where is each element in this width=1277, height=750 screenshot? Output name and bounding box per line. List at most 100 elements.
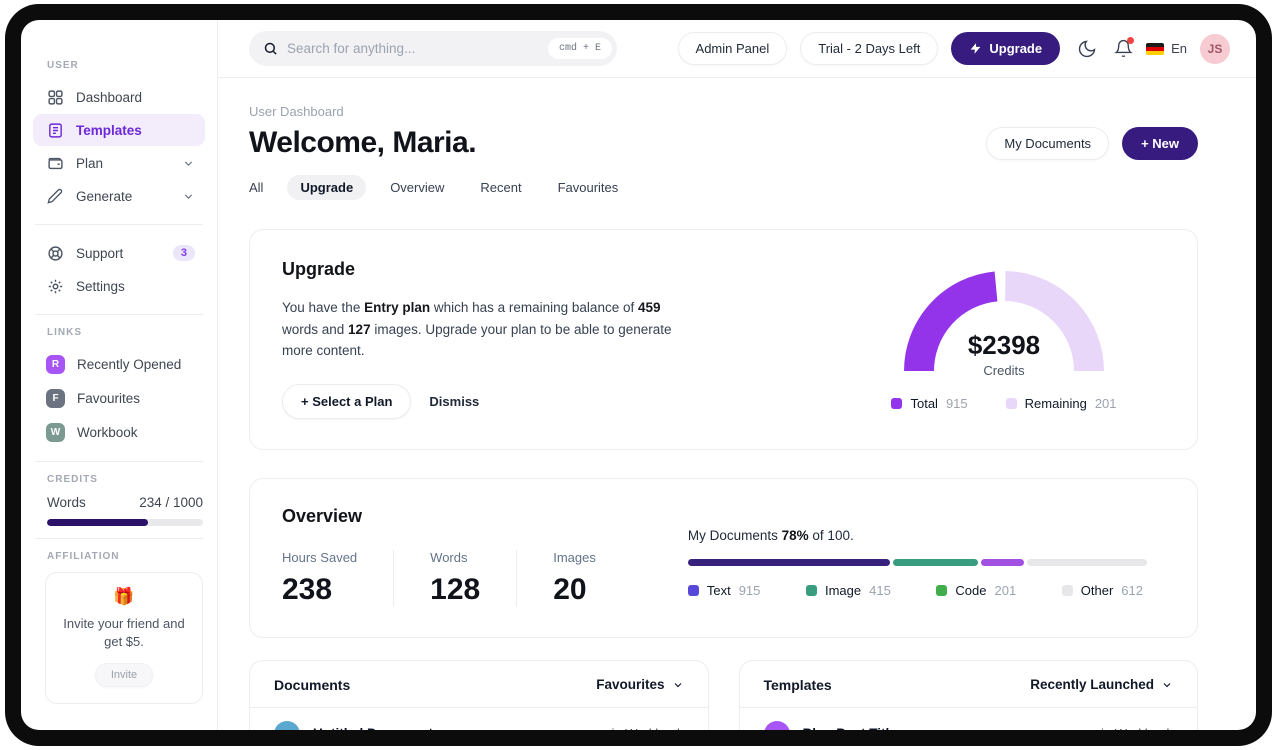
chevron-down-icon — [1161, 679, 1173, 691]
gift-icon: 🎁 — [113, 587, 135, 606]
documents-filter-dropdown[interactable]: Favourites — [596, 677, 683, 692]
sidebar-item-label: Generate — [76, 188, 133, 204]
documents-card-title: Documents — [274, 676, 351, 693]
bar-segment-text — [687, 558, 890, 566]
affiliation-text: Invite your friend and get $5. — [63, 616, 185, 650]
legend-item-total: Total 915 — [891, 396, 968, 411]
main-content: User Dashboard Welcome, Maria. My Docume… — [218, 78, 1256, 730]
bell-icon — [1114, 39, 1133, 58]
gauge-label: Credits — [983, 363, 1025, 378]
dark-mode-toggle[interactable] — [1077, 39, 1097, 59]
lightning-icon — [969, 42, 982, 55]
search-icon — [263, 41, 278, 56]
sidebar-item-label: Workbook — [77, 425, 138, 440]
sidebar-item-label: Favourites — [77, 391, 141, 406]
admin-panel-button[interactable]: Admin Panel — [677, 32, 788, 65]
sidebar-item-support[interactable]: Support 3 — [33, 237, 205, 269]
gauge-legend: Total 915 Remaining 201 — [879, 396, 1129, 411]
link-badge: F — [46, 389, 65, 408]
page-title: Welcome, Maria. — [249, 126, 477, 159]
select-plan-button[interactable]: + Select a Plan — [282, 383, 412, 419]
progress-sentence: My Documents 78% of 100. — [687, 527, 854, 543]
search-input[interactable] — [287, 41, 539, 56]
sidebar: USER Dashboard Templates Plan — [21, 20, 218, 730]
tab-recent[interactable]: Recent — [480, 180, 522, 195]
search-bar[interactable]: cmd + E — [249, 31, 617, 66]
link-badge: R — [46, 355, 65, 374]
lifebuoy-icon — [46, 244, 64, 262]
notification-dot — [1127, 37, 1135, 44]
legend-swatch — [936, 584, 948, 596]
invite-button[interactable]: Invite — [94, 663, 154, 688]
germany-flag-icon — [1146, 42, 1165, 55]
sidebar-item-generate[interactable]: Generate — [33, 180, 205, 212]
new-button[interactable]: + New — [1122, 126, 1198, 160]
search-shortcut-hint: cmd + E — [547, 38, 612, 59]
chevron-down-icon — [182, 157, 195, 170]
gauge-value: $2398 — [967, 330, 1041, 360]
overview-card-title: Overview — [282, 505, 363, 526]
sidebar-item-label: Templates — [76, 122, 142, 138]
sidebar-link-workbook[interactable]: W Workbook — [33, 416, 205, 449]
app-window: USER Dashboard Templates Plan — [21, 20, 1256, 730]
credits-gauge-svg — [904, 271, 1104, 372]
divider — [250, 706, 708, 708]
sidebar-item-settings[interactable]: Settings — [33, 270, 205, 302]
template-row[interactable]: Blog Post Title in Workbook — [740, 708, 1198, 730]
language-selector[interactable]: En — [1146, 41, 1187, 56]
sidebar-item-plan[interactable]: Plan — [33, 147, 205, 179]
credits-progress-track — [47, 519, 203, 526]
avatar[interactable]: JS — [1200, 33, 1230, 64]
chevron-down-icon — [672, 679, 684, 691]
sidebar-link-recently-opened[interactable]: R Recently Opened — [33, 348, 205, 381]
tab-upgrade[interactable]: Upgrade — [287, 175, 367, 200]
upgrade-button[interactable]: Upgrade — [951, 32, 1061, 65]
legend-item-other: Other 612 — [1061, 583, 1143, 598]
tab-overview[interactable]: Overview — [390, 180, 445, 195]
moon-icon — [1077, 39, 1097, 59]
language-label: En — [1171, 41, 1187, 56]
notifications-button[interactable] — [1114, 37, 1135, 58]
sidebar-item-label: Settings — [76, 278, 125, 294]
dismiss-button[interactable]: Dismiss — [429, 393, 480, 409]
sidebar-divider — [35, 461, 203, 462]
legend-item-remaining: Remaining 201 — [1005, 396, 1117, 411]
legend-swatch — [687, 584, 699, 596]
sidebar-item-label: Support — [76, 245, 124, 261]
documents-progress: My Documents 78% of 100. Text 915 — [687, 506, 1147, 607]
divider — [739, 706, 1197, 708]
legend-swatch — [891, 398, 903, 409]
bar-segment-image — [892, 558, 978, 566]
sidebar-item-label: Dashboard — [76, 89, 143, 105]
grid-icon — [46, 88, 64, 106]
trial-status-button[interactable]: Trial - 2 Days Left — [800, 32, 939, 65]
legend-item-code: Code 201 — [936, 583, 1016, 598]
bar-legend: Text 915 Image 415 Code 201 — [687, 583, 1147, 598]
sidebar-link-favourites[interactable]: F Favourites — [33, 382, 205, 415]
templates-filter-dropdown[interactable]: Recently Launched — [1030, 677, 1173, 692]
legend-item-image: Image 415 — [805, 583, 891, 598]
upgrade-card: Upgrade You have the Entry plan which ha… — [249, 229, 1198, 450]
credits-label: Words — [47, 495, 86, 510]
tab-all[interactable]: All — [249, 180, 264, 195]
support-count-badge: 3 — [172, 245, 195, 261]
stat-hours-saved: Hours Saved 238 — [282, 549, 358, 606]
bar-segment-other — [1027, 558, 1147, 566]
tab-favourites[interactable]: Favourites — [557, 180, 619, 195]
document-icon — [274, 720, 300, 730]
sidebar-section-links: LINKS — [47, 327, 82, 338]
sidebar-section-user: USER — [47, 60, 79, 71]
bar-segment-code — [980, 558, 1025, 566]
gear-icon — [46, 277, 64, 295]
sidebar-item-templates[interactable]: Templates — [33, 114, 205, 146]
document-row[interactable]: Untitled Document in Workbook — [250, 708, 708, 730]
sidebar-item-dashboard[interactable]: Dashboard — [33, 81, 205, 113]
chevron-down-icon — [182, 190, 195, 203]
stat-words: Words 128 — [393, 549, 516, 607]
link-badge: W — [46, 423, 65, 442]
my-documents-button[interactable]: My Documents — [986, 126, 1110, 160]
legend-swatch — [1005, 398, 1017, 409]
stat-images: Images 20 — [516, 549, 632, 607]
templates-card-title: Templates — [763, 676, 832, 693]
sidebar-section-affiliation: AFFILIATION — [47, 551, 120, 562]
